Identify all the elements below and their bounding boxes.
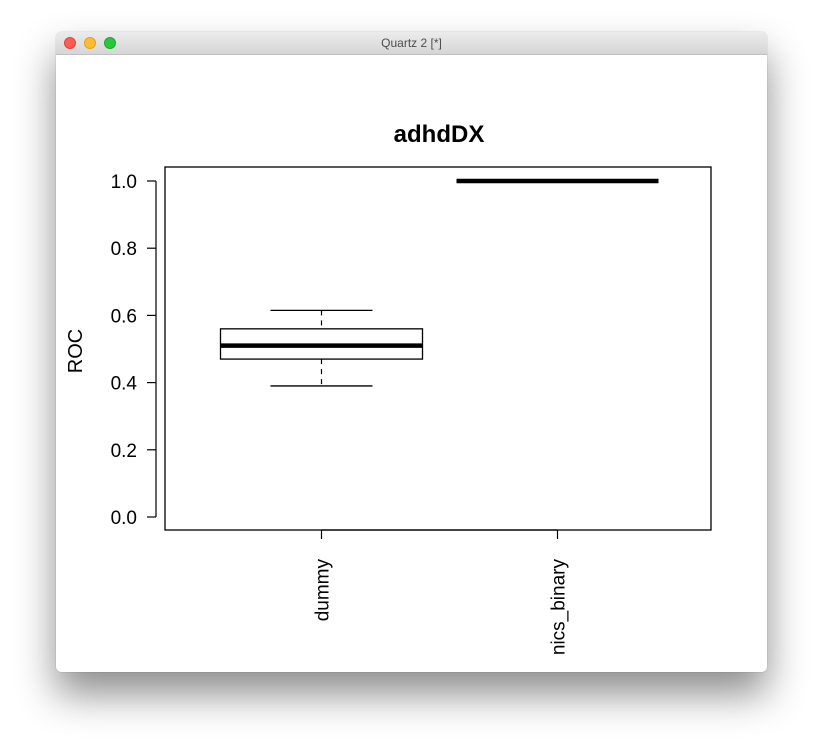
y-tick-label: 0.8 xyxy=(111,239,137,260)
y-tick-label: 0.4 xyxy=(111,374,138,395)
zoom-button[interactable] xyxy=(104,37,116,49)
y-axis: 0.0 0.2 0.4 0.6 0.8 1.0 xyxy=(111,172,157,529)
chart-title: adhdDX xyxy=(394,121,485,148)
x-axis: dummy nics_binary xyxy=(313,529,570,656)
y-tick-label: 0.2 xyxy=(111,441,137,462)
close-button[interactable] xyxy=(64,37,76,49)
y-tick-label: 0.0 xyxy=(111,508,137,529)
box-series xyxy=(219,178,659,387)
x-tick-label: dummy xyxy=(313,559,334,622)
y-tick-label: 0.6 xyxy=(111,306,137,327)
minimize-button[interactable] xyxy=(84,37,96,49)
window-title: Quartz 2 [*] xyxy=(381,36,442,50)
x-tick-label: nics_binary xyxy=(549,559,570,656)
box-dummy xyxy=(219,309,424,387)
y-axis-label: ROC xyxy=(65,329,87,373)
boxplot-chart: adhdDX ROC 0.0 0.2 0.4 0.6 0.8 1.0 dummy nics_… xyxy=(65,121,712,656)
window-titlebar[interactable]: Quartz 2 [*] xyxy=(56,32,767,55)
y-tick-label: 1.0 xyxy=(111,172,137,193)
quartz-window: Quartz 2 [*] adhdDX ROC 0.0 0.2 0.4 0.6 0.8 1… xyxy=(56,32,767,672)
